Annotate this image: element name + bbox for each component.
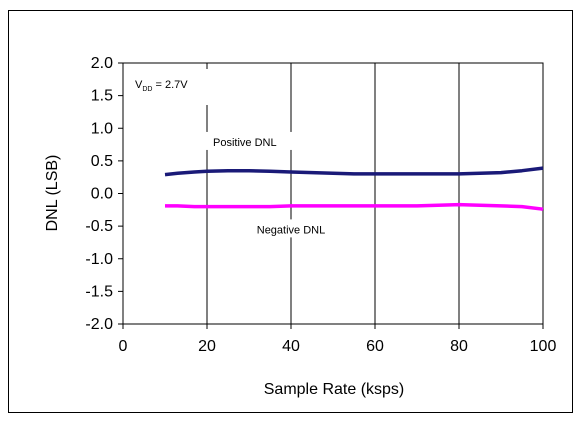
x-tick-label-20: 20 bbox=[198, 338, 216, 355]
y-tick-label-2: 1.0 bbox=[91, 120, 113, 137]
series-label-bg-1 bbox=[235, 219, 347, 238]
vdd-annotation-rest: = 2.7V bbox=[152, 79, 188, 91]
series-label-negative-dnl: Negative DNL bbox=[257, 224, 325, 236]
y-tick-label-4: 0.0 bbox=[91, 186, 113, 203]
series-label-positive-dnl: Positive DNL bbox=[213, 137, 277, 149]
y-tick-label-1: 1.5 bbox=[91, 88, 113, 105]
x-tick-label-0: 0 bbox=[119, 338, 128, 355]
x-tick-label-60: 60 bbox=[366, 338, 384, 355]
x-tick-label-80: 80 bbox=[450, 338, 468, 355]
vdd-annotation: VDD = 2.7V bbox=[129, 69, 257, 105]
x-ticks: 0 20 40 60 80 100 bbox=[119, 324, 557, 355]
y-tick-label-3: 0.5 bbox=[91, 153, 113, 170]
series-line-negative-dnl bbox=[165, 202, 544, 211]
grid-lines bbox=[206, 63, 544, 324]
y-ticks: 2.0 1.5 1.0 0.5 0.0 -0.5 -1.0 -1.5 -2.0 bbox=[85, 55, 123, 333]
series-lines bbox=[164, 166, 544, 211]
series-label-bg-0 bbox=[193, 131, 296, 150]
y-tick-label-6: -1.0 bbox=[85, 251, 113, 268]
series-line-positive-dnl bbox=[164, 166, 544, 177]
y-tick-label-8: -2.0 bbox=[85, 316, 113, 333]
chart-frame: 0 20 40 60 80 100 2.0 1.5 1.0 0.5 0.0 -0.5 -1.0 -1.5… bbox=[8, 10, 573, 413]
svg-text:VDD = 2.7V: VDD = 2.7V bbox=[135, 79, 188, 93]
y-tick-label-7: -1.5 bbox=[85, 283, 113, 300]
y-tick-label-0: 2.0 bbox=[91, 55, 113, 72]
x-tick-label-100: 100 bbox=[530, 338, 557, 355]
x-axis-label: Sample Rate (ksps) bbox=[264, 381, 405, 398]
vdd-annotation-main: V bbox=[135, 79, 143, 91]
y-axis-label: DNL (LSB) bbox=[44, 155, 61, 232]
x-tick-label-40: 40 bbox=[282, 338, 300, 355]
vdd-annotation-sub: DD bbox=[142, 86, 152, 93]
y-tick-label-5: -0.5 bbox=[85, 218, 113, 235]
dnl-chart: 0 20 40 60 80 100 2.0 1.5 1.0 0.5 0.0 -0.5 -1.0 -1.5… bbox=[44, 55, 557, 398]
series-labels: Positive DNL Negative DNL bbox=[193, 131, 347, 238]
